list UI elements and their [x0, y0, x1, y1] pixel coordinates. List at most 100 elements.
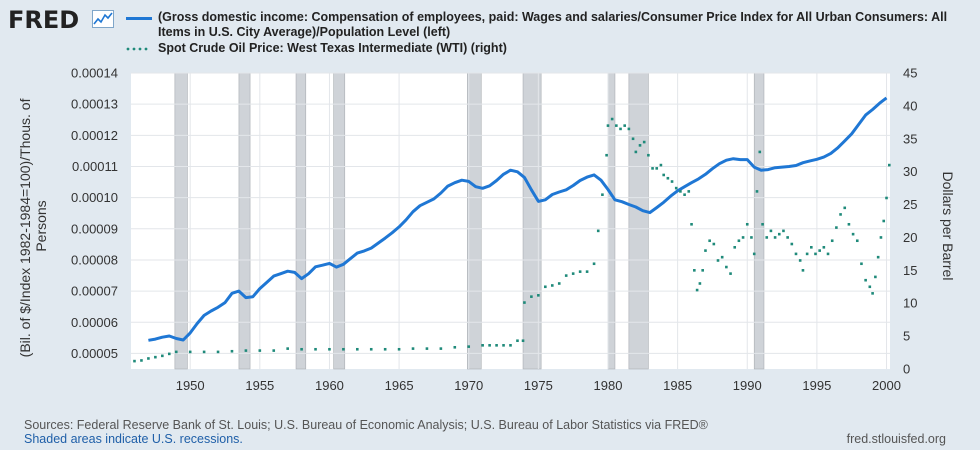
oil-price-point — [342, 347, 345, 351]
oil-price-point — [855, 239, 859, 243]
oil-price-point — [737, 239, 741, 243]
chart-header: FRED (Gross domestic income: Compensatio… — [8, 6, 968, 66]
oil-price-point — [659, 163, 663, 167]
x-tick-label: 1960 — [315, 378, 344, 393]
oil-price-point — [638, 144, 642, 147]
oil-price-point — [655, 167, 659, 170]
oil-price-point — [383, 347, 387, 351]
oil-price-point — [777, 232, 781, 236]
oil-price-point — [765, 236, 769, 239]
oil-price-point — [411, 347, 415, 350]
oil-price-point — [651, 167, 654, 170]
x-axis-ticks: 1950 1955 1960 1965 1970 1975 1980 1985 1990 1995… — [176, 378, 901, 393]
recession-bands — [174, 72, 765, 370]
oil-price-point — [521, 339, 525, 343]
oil-price-point — [835, 226, 838, 229]
x-tick-label: 1975 — [524, 378, 553, 393]
x-tick-label: 1995 — [802, 378, 831, 393]
oil-price-point — [481, 344, 484, 347]
oil-price-point — [147, 357, 150, 360]
oil-price-point — [864, 278, 867, 282]
oil-price-point — [801, 269, 805, 272]
oil-price-point — [631, 137, 635, 141]
oil-price-point — [571, 272, 575, 275]
series-layer — [133, 96, 891, 363]
oil-price-point — [704, 249, 707, 252]
gridlines — [131, 72, 890, 369]
left-axis-ticks: 0.00005 0.00006 0.00007 0.00008 0.00009 0.000… — [71, 66, 118, 361]
oil-price-point — [818, 249, 821, 252]
oil-price-point — [826, 252, 830, 256]
oil-price-point — [794, 252, 798, 256]
oil-price-point — [605, 153, 608, 157]
oil-price-point — [467, 345, 471, 348]
oil-price-point — [578, 270, 582, 273]
oil-price-point — [154, 355, 157, 359]
left-axis-label: (Bil. of $/Index 1982-1984=100)/Thous. o… — [17, 95, 49, 358]
oil-price-point — [666, 176, 670, 180]
right-tick-label: 30 — [903, 164, 917, 179]
oil-price-point — [758, 150, 762, 154]
x-tick-label: 2000 — [872, 378, 901, 393]
oil-price-point — [606, 124, 610, 127]
oil-price-point — [615, 124, 618, 127]
legend-item-oil[interactable]: Spot Crude Oil Price: West Texas Interme… — [124, 41, 974, 56]
oil-price-point — [356, 347, 359, 351]
oil-price-point — [701, 269, 704, 272]
fred-logo[interactable]: FRED — [8, 6, 80, 34]
oil-price-point — [670, 180, 674, 183]
sources-text: Sources: Federal Reserve Bank of St. Lou… — [24, 418, 708, 432]
oil-price-point — [619, 127, 622, 131]
oil-price-point — [495, 344, 498, 347]
legend-item-wages[interactable]: (Gross domestic income: Compensation of … — [124, 10, 974, 40]
right-tick-label: 15 — [903, 263, 917, 278]
left-tick-label: 0.00008 — [71, 252, 118, 267]
oil-price-point — [798, 259, 802, 262]
oil-price-point — [687, 190, 691, 193]
oil-price-point — [698, 282, 702, 285]
oil-price-point — [202, 350, 206, 354]
oil-price-point — [550, 284, 554, 287]
recession-band — [295, 72, 307, 370]
oil-price-point — [537, 294, 540, 297]
x-tick-label: 1985 — [663, 378, 692, 393]
recession-band — [238, 72, 251, 370]
left-tick-label: 0.00009 — [71, 221, 118, 236]
x-tick-label: 1950 — [176, 378, 205, 393]
oil-price-point — [725, 265, 728, 269]
recession-band — [467, 72, 482, 370]
right-tick-label: 20 — [903, 230, 917, 245]
oil-price-point — [369, 347, 373, 351]
oil-price-point — [882, 219, 886, 223]
oil-price-point — [782, 229, 785, 233]
oil-price-point — [674, 186, 678, 190]
oil-price-point — [634, 150, 638, 154]
oil-price-point — [741, 236, 745, 239]
left-tick-label: 0.00011 — [72, 159, 118, 174]
oil-price-point — [843, 206, 847, 210]
recessions-note-link[interactable]: Shaded areas indicate U.S. recessions. — [24, 432, 243, 446]
recession-band — [333, 72, 346, 370]
oil-price-point — [874, 275, 877, 279]
oil-price-point — [425, 347, 429, 350]
oil-price-point — [868, 285, 872, 289]
oil-price-point — [453, 345, 457, 349]
x-tick-label: 1990 — [733, 378, 762, 393]
oil-price-point — [871, 292, 874, 295]
oil-price-point — [851, 232, 855, 236]
recession-band — [607, 72, 616, 370]
right-axis-label: Dollars per Barrel — [940, 172, 956, 281]
oil-price-point — [140, 359, 143, 362]
oil-price-point — [439, 347, 443, 350]
oil-price-point — [888, 163, 891, 167]
oil-price-point — [822, 246, 826, 249]
oil-price-point — [230, 349, 234, 353]
oil-price-point — [167, 352, 171, 356]
left-tick-label: 0.00007 — [71, 284, 118, 299]
oil-price-point — [627, 127, 631, 131]
oil-price-point — [745, 222, 749, 226]
legend-label-oil: Spot Crude Oil Price: West Texas Interme… — [158, 41, 507, 55]
oil-price-point — [585, 270, 589, 273]
site-link[interactable]: fred.stlouisfed.org — [846, 432, 946, 446]
